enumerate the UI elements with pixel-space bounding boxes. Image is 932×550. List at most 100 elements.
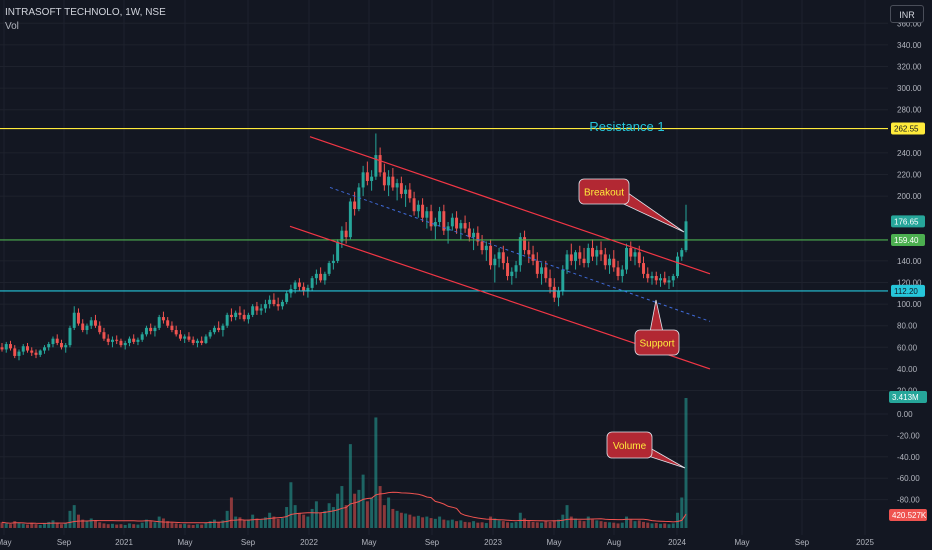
- volume-bar: [361, 474, 365, 528]
- candle-body: [42, 347, 46, 351]
- candle-body: [225, 314, 229, 326]
- candle: [374, 133, 378, 180]
- symbol-title[interactable]: INTRASOFT TECHNOLO, 1W, NSE: [5, 7, 166, 18]
- volume-bar: [557, 519, 561, 528]
- volume-bar: [501, 521, 505, 528]
- volume-bar: [540, 522, 544, 528]
- volume-bar: [285, 507, 289, 528]
- volume-bar: [221, 520, 225, 528]
- volume-bar: [608, 522, 612, 528]
- candle: [476, 226, 480, 246]
- candle: [416, 200, 420, 218]
- candle-body: [200, 340, 204, 343]
- candle: [646, 267, 650, 283]
- candle: [642, 256, 646, 279]
- candle: [51, 336, 55, 348]
- candle: [268, 295, 272, 309]
- volume-bar: [561, 514, 565, 528]
- candle-body: [157, 317, 161, 328]
- volume-bar: [357, 489, 361, 528]
- currency-button[interactable]: INR: [890, 5, 924, 23]
- candle: [98, 321, 102, 335]
- candle-body: [221, 325, 225, 331]
- candle: [59, 339, 63, 350]
- volume-bar: [187, 524, 191, 528]
- candle-body: [540, 267, 544, 274]
- candle: [157, 314, 161, 331]
- price-axis[interactable]: 360.00 340.00 320.00 300.00 280.00 240.00 220.…: [889, 19, 927, 521]
- candle: [599, 241, 603, 261]
- candle: [280, 299, 284, 310]
- candle: [238, 306, 242, 320]
- volume-bars: [0, 398, 688, 528]
- candle-body: [527, 250, 531, 255]
- candle: [523, 230, 527, 255]
- volume-bar: [259, 519, 263, 528]
- time-tick-label: Sep: [425, 538, 440, 547]
- volume-bar: [85, 521, 89, 528]
- price-tick-label: 40.00: [897, 365, 918, 374]
- candle-body: [361, 172, 365, 188]
- candle-body: [26, 346, 29, 351]
- volume-bar: [387, 497, 391, 528]
- volume-tick-label: -80.00: [897, 496, 920, 505]
- volume-annotation: Volume: [606, 431, 686, 469]
- candle: [667, 276, 671, 289]
- candle: [195, 338, 199, 348]
- candle: [221, 323, 225, 337]
- volume-bar: [59, 524, 63, 528]
- candle: [34, 349, 38, 359]
- candle-body: [552, 286, 556, 298]
- time-tick-label: 2025: [856, 538, 874, 547]
- volume-bar: [123, 524, 127, 528]
- candle: [603, 247, 607, 270]
- volume-bar: [637, 520, 641, 528]
- volume-bar: [582, 521, 586, 528]
- candle: [433, 217, 437, 240]
- candle-body: [501, 252, 505, 264]
- candle-body: [246, 314, 250, 320]
- candle-body: [195, 340, 199, 343]
- time-tick-label: May: [0, 538, 12, 547]
- volume-bar: [110, 523, 114, 528]
- time-axis[interactable]: May Sep 2021 May Sep 2022 May Sep 2023 May Aug 2024…: [0, 538, 874, 547]
- candle: [365, 161, 369, 186]
- price-tag-bg: [891, 284, 925, 297]
- volume-bar: [38, 524, 42, 528]
- candle-body: [472, 232, 476, 238]
- candle-body: [391, 176, 395, 188]
- candle-body: [489, 245, 493, 266]
- candle-body: [93, 320, 97, 326]
- volume-bar: [26, 524, 29, 528]
- volume-bar: [119, 524, 123, 528]
- volume-bar: [348, 444, 352, 528]
- time-tick-label: Sep: [241, 538, 256, 547]
- volume-bar: [399, 512, 403, 528]
- callout-text: Breakout: [584, 188, 624, 199]
- candle: [255, 301, 259, 315]
- volume-legend: Vol: [5, 21, 19, 32]
- candle-body: [136, 339, 140, 342]
- drawing-lines: [0, 127, 888, 370]
- time-tick-label: Sep: [795, 538, 810, 547]
- volume-bar: [365, 501, 369, 528]
- candle-body: [378, 155, 382, 173]
- candle: [302, 282, 306, 296]
- volume-bar: [633, 521, 637, 528]
- candle: [404, 185, 408, 207]
- candle-body: [47, 344, 51, 348]
- price-tick-label: 320.00: [897, 63, 922, 72]
- time-tick-label: 2023: [484, 538, 502, 547]
- candle: [501, 245, 505, 270]
- candle-body: [574, 252, 578, 261]
- volume-bar: [64, 523, 68, 528]
- volume-bar: [599, 521, 603, 528]
- candle: [187, 332, 191, 342]
- volume-bar: [327, 503, 331, 528]
- volume-bar: [438, 516, 442, 528]
- volume-bar: [506, 522, 510, 528]
- candle: [608, 254, 612, 274]
- candle: [616, 260, 620, 281]
- volume-bar: [323, 510, 327, 528]
